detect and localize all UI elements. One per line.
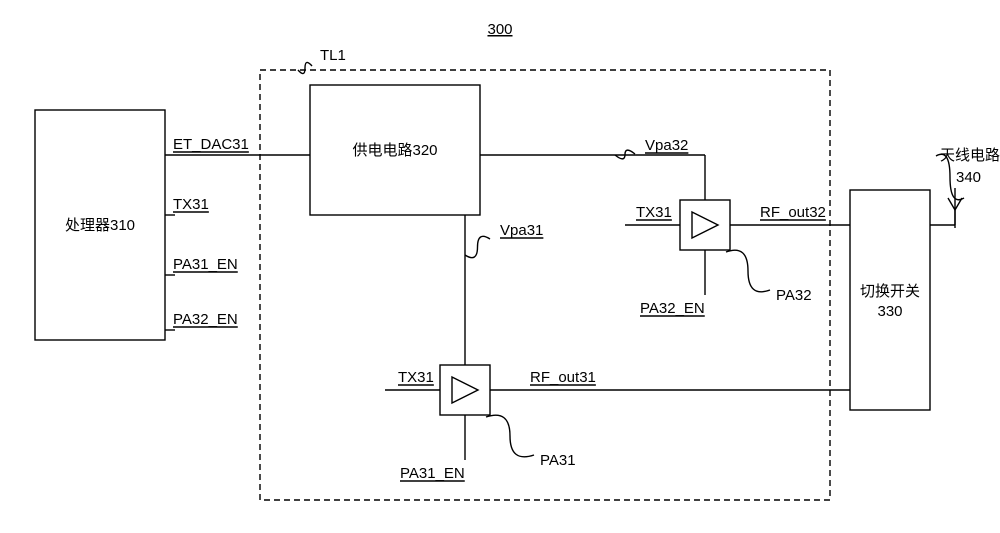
rf-out32: RF_out32 xyxy=(760,204,826,221)
supply-label: 供电电路320 xyxy=(352,142,437,159)
signal-TX31: TX31 xyxy=(173,196,209,213)
vpa32-label: Vpa32 xyxy=(645,137,688,154)
antenna-label-2: 340 xyxy=(956,169,981,186)
processor-label: 处理器310 xyxy=(65,217,135,234)
switch-label-2: 330 xyxy=(877,303,902,320)
pa31-en: PA31_EN xyxy=(400,465,465,482)
signal-PA31_EN: PA31_EN xyxy=(173,256,238,273)
pa31-label: PA31 xyxy=(540,452,576,469)
figure-title: 300 xyxy=(487,21,512,38)
signal-PA32_EN: PA32_EN xyxy=(173,311,238,328)
pa31-tx: TX31 xyxy=(398,369,434,386)
tl1-label: TL1 xyxy=(320,47,346,64)
switch-label-1: 切换开关 xyxy=(860,283,920,300)
pa32-tx: TX31 xyxy=(636,204,672,221)
vpa31-label: Vpa31 xyxy=(500,222,543,239)
pa32-label: PA32 xyxy=(776,287,812,304)
signal-ET_DAC31: ET_DAC31 xyxy=(173,136,249,153)
pa32-en: PA32_EN xyxy=(640,300,705,317)
rf-out31: RF_out31 xyxy=(530,369,596,386)
